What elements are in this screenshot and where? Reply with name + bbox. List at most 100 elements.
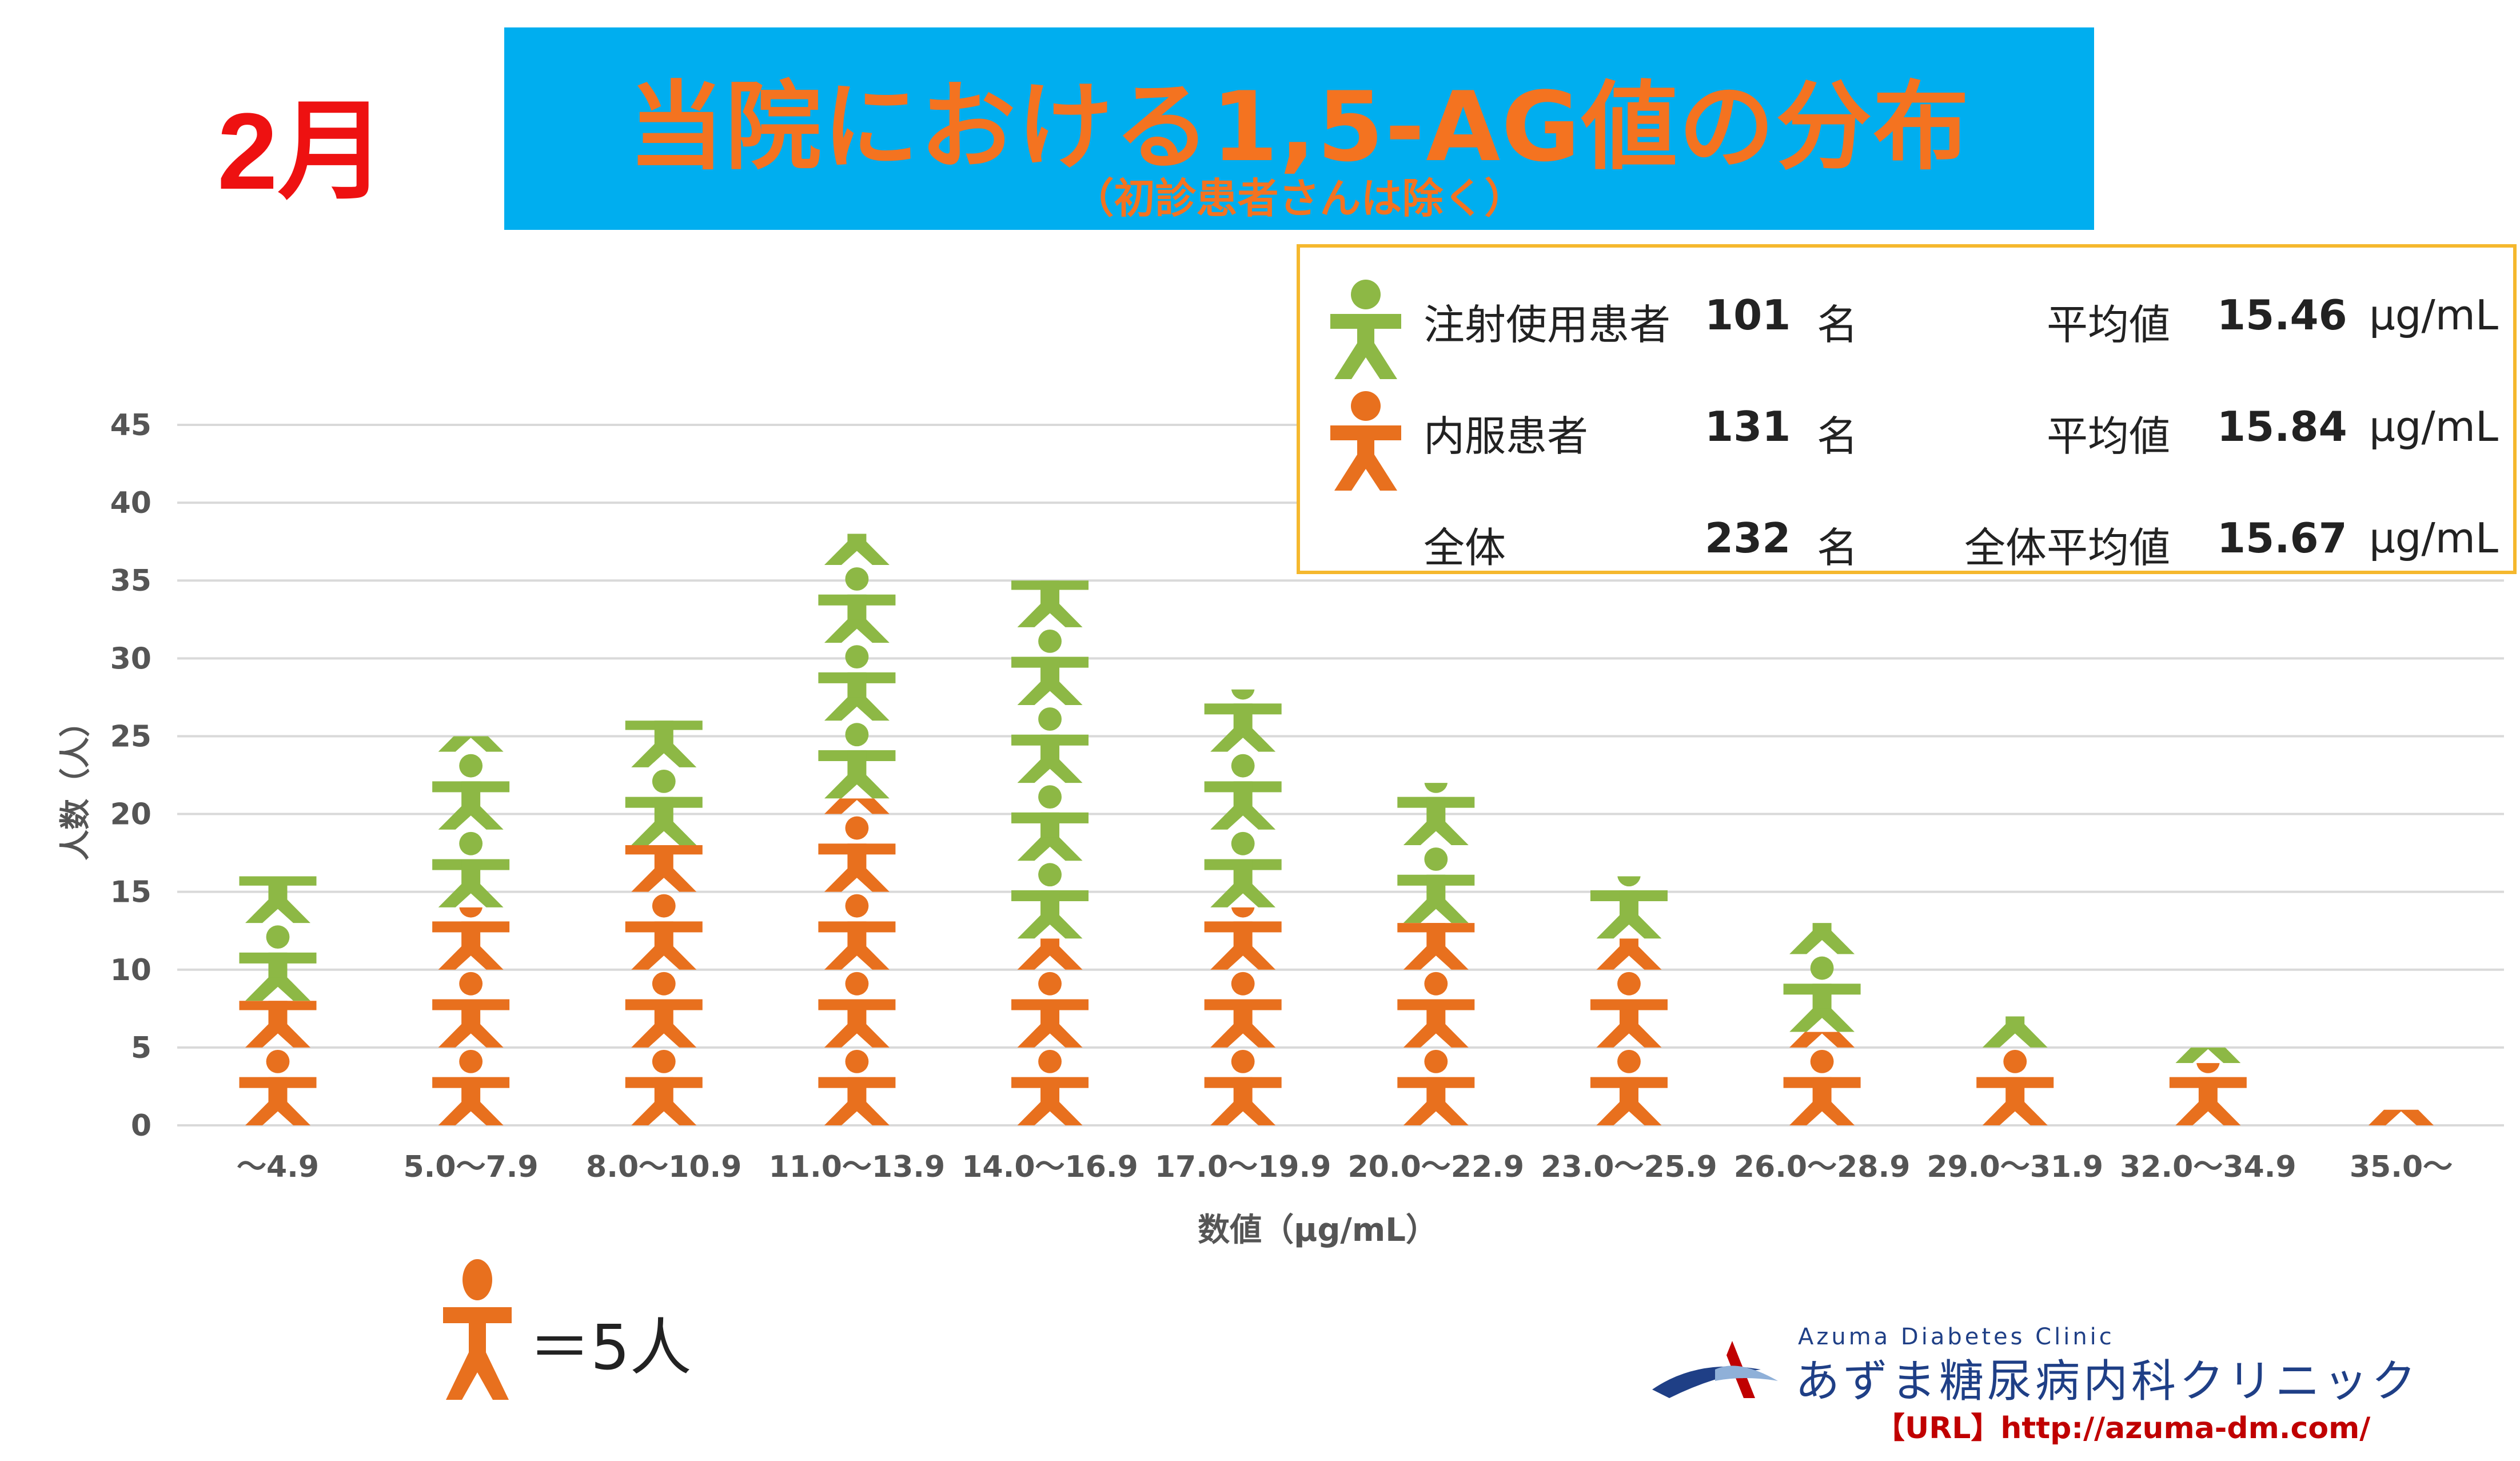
title-banner: 当院における1,5-AG値の分布 （初診患者さんは除く） [504, 27, 2094, 230]
pictogram-bar [818, 412, 896, 799]
pictogram-bar [1011, 938, 1089, 1125]
pictogram-person-icon [1011, 785, 1089, 861]
pictogram-person-icon [818, 567, 896, 643]
legend-box: 注射使用患者 101 名 平均値 15.46 μg/mL 内服患者 131 名 … [1297, 244, 2517, 574]
pictogram-person-icon [1789, 923, 1855, 954]
x-tick-label: 14.0～16.9 [962, 1150, 1138, 1184]
pictogram-person-icon [1397, 1049, 1475, 1125]
x-tick-label: 17.0～19.9 [1155, 1150, 1331, 1184]
pictogram-person-icon [1784, 801, 1861, 876]
pictogram-person-icon [1789, 1032, 1855, 1048]
pictogram-person-icon [1596, 938, 1662, 970]
pictogram-bar [1976, 1049, 2054, 1125]
pictogram-person-icon [1204, 689, 1282, 752]
y-tick-labels: 0 5 10 15 20 25 30 35 40 45 [110, 408, 151, 1143]
legend-label: 内服患者 [1424, 412, 1589, 460]
pictogram-bar [1204, 599, 1282, 907]
x-tick-label: 29.0～31.9 [1927, 1150, 2103, 1184]
pictogram-person-icon [818, 1049, 896, 1125]
pictogram-person-icon [824, 534, 890, 565]
clinic-url[interactable]: 【URL】http://azuma-dm.com/ [1875, 1411, 2371, 1446]
clinic-logo: Azuma Diabetes Clinic あずま糖尿病内科クリニック 【URL… [1646, 1324, 2504, 1461]
legend-avg-unit: μg/mL [2369, 514, 2499, 562]
x-tick-label: 5.0～7.9 [404, 1150, 539, 1184]
pictogram-person-icon [625, 769, 703, 845]
pictogram-bar [1783, 801, 1861, 1032]
x-tick-label: 32.0～34.9 [2120, 1150, 2296, 1184]
person-icon-orange [443, 1259, 512, 1400]
pictogram-bars [239, 412, 2440, 1125]
x-tick-label: ～4.9 [237, 1150, 319, 1184]
x-tick-label: 35.0～ [2350, 1150, 2453, 1184]
pictogram-person-icon [1205, 599, 1282, 674]
pictogram-bar [1011, 474, 1089, 939]
legend-avg-value: 15.84 [2217, 403, 2347, 451]
pictogram-bar [625, 720, 703, 845]
pictogram-bar [432, 907, 510, 1125]
pictogram-person-icon [2170, 910, 2247, 985]
pictogram-person-icon [1982, 1016, 2048, 1048]
pictogram-person-icon [2363, 972, 2440, 1048]
pictogram-scale-note: ＝5人 [529, 1312, 692, 1384]
pictogram-person-icon [625, 972, 703, 1048]
pictogram-person-icon [1397, 783, 1475, 845]
y-tick-label: 35 [110, 564, 151, 598]
x-tick-label: 11.0～13.9 [769, 1150, 946, 1184]
clinic-logo-mark-icon [1652, 1341, 1778, 1398]
pictogram-person-icon [2170, 972, 2247, 1048]
y-tick-label: 30 [110, 642, 151, 676]
pictogram-person-icon [432, 599, 509, 674]
pictogram-person-icon [818, 972, 896, 1048]
legend-label: 全体 [1424, 524, 1506, 572]
legend-row-injection: 注射使用患者 101 名 平均値 15.46 μg/mL [1300, 270, 2513, 379]
pictogram-person-icon [818, 645, 896, 721]
x-tick-label: 26.0～28.9 [1734, 1150, 1911, 1184]
pictogram-bar [1590, 876, 1668, 939]
pictogram-bar [432, 599, 510, 907]
pictogram-bar [818, 798, 896, 1125]
pictogram-person-icon [1011, 474, 1088, 550]
y-tick-label: 5 [131, 1031, 151, 1065]
pictogram-person-icon [239, 876, 317, 923]
pictogram-person-icon [1017, 938, 1083, 970]
legend-avg-label: 平均値 [2046, 412, 2170, 460]
pictogram-bar [625, 845, 703, 1125]
legend-avg-unit: μg/mL [2369, 291, 2499, 339]
pictogram-person-icon [1011, 972, 1089, 1048]
y-tick-label: 0 [131, 1109, 151, 1143]
pictogram-person-icon [239, 1001, 317, 1048]
pictogram-person-icon [1011, 1049, 1089, 1125]
pictogram-person-icon [1204, 907, 1282, 970]
legend-count-unit: 名 [1817, 524, 1859, 572]
pictogram-bar [2170, 910, 2247, 1064]
pictogram-person-icon [1204, 754, 1282, 830]
pictogram-bar [239, 1001, 317, 1125]
pictogram-person-icon [2369, 1109, 2434, 1125]
pictogram-bar [1590, 938, 1668, 1125]
legend-avg-label: 全体平均値 [1964, 524, 2170, 572]
pictogram-person-icon [1011, 580, 1089, 627]
pictogram-person-icon [625, 845, 703, 892]
pictogram-person-icon [1204, 972, 1282, 1048]
x-axis-label: 数値（μg/mL） [1198, 1212, 1438, 1249]
pictogram-person-icon [432, 972, 510, 1048]
pictogram-bar [1397, 783, 1475, 923]
pictogram-person-icon [1397, 847, 1475, 923]
legend-count: 232 [1705, 514, 1791, 562]
pictogram-person-icon [240, 770, 317, 845]
pictogram-bar [1397, 923, 1475, 1125]
y-axis-label: 人数（人） [57, 706, 93, 861]
pictogram-person-icon [1397, 972, 1475, 1048]
pictogram-person-icon [1590, 876, 1668, 939]
y-tick-label: 45 [110, 408, 151, 443]
pictogram-person-icon [2169, 1063, 2247, 1125]
pictogram-person-icon [818, 412, 895, 487]
pictogram-person-icon [818, 894, 896, 970]
legend-row-oral: 内服患者 131 名 平均値 15.84 μg/mL [1300, 382, 2513, 491]
legend-avg-value: 15.46 [2217, 291, 2347, 339]
y-tick-label: 40 [110, 486, 151, 520]
x-tick-labels: ～4.9 5.0～7.9 8.0～10.9 11.0～13.9 14.0～16.9 17.… [237, 1150, 2453, 1184]
person-icon-green [1330, 280, 1401, 379]
legend-avg-value: 15.67 [2217, 514, 2347, 562]
